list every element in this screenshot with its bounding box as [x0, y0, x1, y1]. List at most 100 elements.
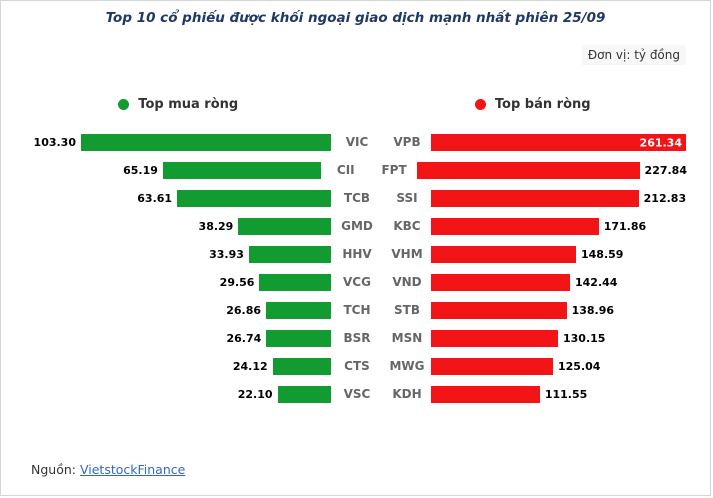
sell-value-label: 148.59 — [580, 248, 624, 261]
buy-ticker-label: HHV — [342, 247, 372, 261]
sell-bar — [431, 386, 540, 403]
sell-bar-cell: 130.15 — [431, 330, 687, 347]
sell-bar-cell: 227.84 — [417, 162, 687, 179]
buy-value-label: 24.12 — [232, 360, 268, 373]
chart-row: 38.29 GMD KBC 171.86 — [29, 218, 687, 235]
sell-bar — [431, 190, 639, 207]
sell-value-label: 171.86 — [603, 220, 647, 233]
buy-value-label: 26.74 — [226, 332, 262, 345]
sell-ticker-label: KBC — [393, 219, 421, 233]
chart-row: 24.12 CTS MWG 125.04 — [29, 358, 687, 375]
buy-bar — [177, 190, 331, 207]
chart-row: 65.19 CII FPT 227.84 — [29, 162, 687, 179]
sell-bar-cell: 125.04 — [431, 358, 687, 375]
buy-ticker-label: TCH — [343, 303, 371, 317]
sell-bar — [431, 302, 567, 319]
buy-legend-dot-icon — [118, 99, 130, 110]
buy-value-label: 103.30 — [33, 136, 76, 149]
buy-ticker-label: VIC — [345, 135, 369, 149]
sell-ticker-label: VND — [392, 275, 422, 289]
sell-bar — [431, 246, 576, 263]
sell-value-label: 261.34 — [639, 136, 682, 149]
chart-rows: 103.30 VIC VPB 261.34 65.19 CII FPT 227.… — [29, 134, 687, 403]
buy-value-label: 38.29 — [198, 220, 234, 233]
sell-legend-label: Top bán ròng — [494, 97, 591, 112]
unit-label: Đơn vị: tỷ đồng — [581, 45, 686, 65]
buy-bar-cell: 63.61 — [29, 190, 331, 207]
buy-bar-cell: 24.12 — [29, 358, 331, 375]
buy-bar-cell: 33.93 — [29, 246, 331, 263]
buy-value-label: 22.10 — [237, 388, 273, 401]
sell-bar-cell: 148.59 — [431, 246, 687, 263]
buy-ticker-label: CTS — [344, 359, 370, 373]
sell-legend-dot-icon — [474, 99, 486, 110]
sell-bar-cell: 212.83 — [431, 190, 687, 207]
sell-bar: 261.34 — [431, 134, 686, 151]
chart-row: 26.74 BSR MSN 130.15 — [29, 330, 687, 347]
sell-bar — [431, 358, 553, 375]
buy-bar — [266, 302, 331, 319]
source: Nguồn: VietstockFinance — [31, 462, 185, 477]
sell-ticker-label: KDH — [392, 387, 422, 401]
source-prefix: Nguồn: — [31, 462, 76, 477]
sell-value-label: 227.84 — [644, 164, 687, 177]
sell-value-label: 125.04 — [558, 360, 601, 373]
sell-ticker-label: VHM — [391, 247, 423, 261]
buy-ticker-label: BSR — [343, 331, 371, 345]
legend-buy: Top mua ròng — [1, 97, 356, 112]
buy-bar-cell: 65.19 — [29, 162, 321, 179]
buy-bar-cell: 103.30 — [29, 134, 331, 151]
buy-bar-cell: 29.56 — [29, 274, 331, 291]
chart-row: 22.10 VSC KDH 111.55 — [29, 386, 687, 403]
sell-value-label: 212.83 — [643, 192, 687, 205]
buy-bar — [277, 386, 331, 403]
chart-row: 26.86 TCH STB 138.96 — [29, 302, 687, 319]
buy-ticker-label: CII — [336, 163, 355, 177]
sell-ticker-label: STB — [394, 303, 420, 317]
legend: Top mua ròng Top bán ròng — [1, 97, 710, 112]
sell-ticker-label: MWG — [389, 359, 425, 373]
sell-bar — [431, 218, 599, 235]
buy-bar — [266, 330, 331, 347]
sell-ticker-label: VPB — [393, 135, 421, 149]
buy-bar — [162, 162, 321, 179]
buy-value-label: 65.19 — [123, 164, 158, 177]
buy-ticker-label: GMD — [341, 219, 373, 233]
chart-row: 103.30 VIC VPB 261.34 — [29, 134, 687, 151]
source-link[interactable]: VietstockFinance — [79, 462, 186, 477]
buy-legend-label: Top mua ròng — [138, 97, 239, 112]
sell-value-label: 142.44 — [574, 276, 618, 289]
page-title: Top 10 cổ phiếu được khối ngoại giao dịc… — [105, 10, 606, 26]
buy-ticker-label: TCB — [343, 191, 371, 205]
buy-bar — [81, 134, 331, 151]
sell-value-label: 130.15 — [562, 332, 606, 345]
buy-bar — [259, 274, 331, 291]
buy-value-label: 63.61 — [137, 192, 173, 205]
sell-bar — [417, 162, 640, 179]
buy-bar-cell: 22.10 — [29, 386, 331, 403]
buy-bar — [248, 246, 331, 263]
sell-bar-cell: 142.44 — [431, 274, 687, 291]
sell-bar — [431, 274, 570, 291]
sell-bar — [431, 330, 558, 347]
buy-value-label: 26.86 — [226, 304, 261, 317]
buy-bar-cell: 26.86 — [29, 302, 331, 319]
chart-row: 33.93 HHV VHM 148.59 — [29, 246, 687, 263]
buy-bar-cell: 26.74 — [29, 330, 331, 347]
chart-row: 63.61 TCB SSI 212.83 — [29, 190, 687, 207]
sell-bar-cell: 138.96 — [431, 302, 687, 319]
sell-value-label: 138.96 — [571, 304, 615, 317]
chart-row: 29.56 VCG VND 142.44 — [29, 274, 687, 291]
sell-bar-cell: 171.86 — [431, 218, 687, 235]
buy-value-label: 33.93 — [209, 248, 244, 261]
buy-bar-cell: 38.29 — [29, 218, 331, 235]
buy-ticker-label: VCG — [343, 275, 371, 289]
buy-value-label: 29.56 — [219, 276, 255, 289]
sell-ticker-label: MSN — [391, 331, 423, 345]
sell-value-label: 111.55 — [544, 388, 588, 401]
sell-ticker-label: FPT — [381, 163, 407, 177]
sell-bar-cell: 261.34 — [431, 134, 687, 151]
buy-bar — [272, 358, 331, 375]
sell-bar-cell: 111.55 — [431, 386, 687, 403]
